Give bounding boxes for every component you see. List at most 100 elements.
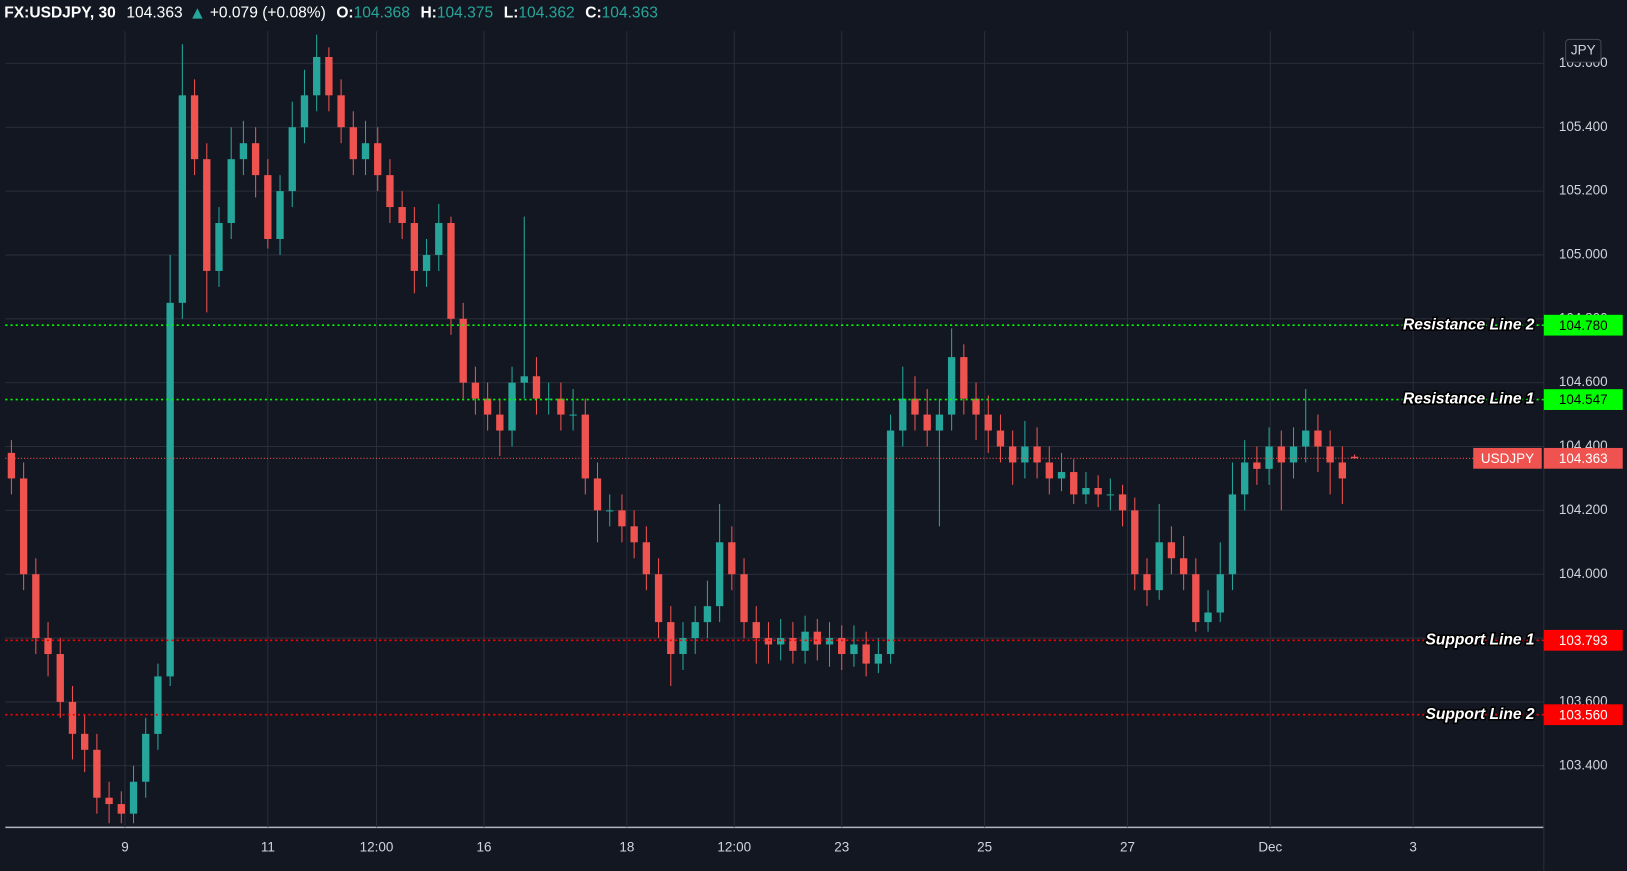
candle-body [1350, 456, 1359, 459]
candle-body [1277, 446, 1285, 463]
candle-body [899, 398, 907, 431]
candle-body [1143, 574, 1151, 591]
candle-body [215, 223, 223, 271]
y-tick-label: 105.200 [1559, 183, 1608, 198]
candle-body [520, 376, 528, 383]
candle-body [251, 143, 260, 176]
level-name: Resistance Line 2 [1403, 316, 1535, 333]
candle-body [203, 159, 211, 271]
x-tick-label: 23 [834, 840, 849, 855]
candle-body [44, 638, 52, 655]
candle-body [7, 452, 16, 479]
candle-body [288, 127, 296, 192]
candle-body [532, 376, 541, 399]
x-tick-label: 12:00 [717, 840, 751, 855]
candle-body [1033, 446, 1041, 463]
candle-body [81, 733, 89, 750]
candle-body [593, 478, 602, 511]
candle-body [1118, 494, 1127, 511]
candle-body [459, 318, 467, 383]
candle-body [1070, 472, 1078, 495]
x-tick-label: 27 [1120, 840, 1135, 855]
candle-body [545, 398, 553, 400]
level-name: Support Line 1 [1426, 631, 1535, 648]
open-label: O: [336, 5, 353, 22]
currency-box [1565, 38, 1602, 63]
high-value: 104.375 [437, 5, 493, 22]
candle-body [874, 654, 883, 664]
candle-body [435, 223, 443, 255]
level-name: Support Line 2 [1426, 706, 1535, 723]
candle-body [862, 644, 870, 664]
candle-body [1265, 446, 1273, 469]
candle-body [972, 398, 980, 415]
last-price: 104.363 [126, 5, 182, 22]
candle-body [838, 638, 846, 655]
candle-body [349, 127, 357, 160]
x-tick-label: 18 [619, 840, 634, 855]
y-tick-label: 104.600 [1559, 374, 1608, 389]
candle-body [227, 159, 235, 224]
candle-body [1216, 574, 1224, 613]
price-label: 104.363 [1559, 451, 1608, 466]
candle-body [777, 638, 785, 645]
level-box [1543, 389, 1623, 410]
candle-body [1302, 430, 1310, 447]
candle-body [117, 804, 125, 814]
candle-body [398, 207, 406, 224]
x-tick-label: 11 [261, 840, 275, 855]
candle-body [996, 430, 1005, 447]
candle-body [19, 478, 28, 575]
price-name-box [1473, 447, 1542, 469]
candle-body [178, 95, 187, 303]
y-tick-label: 104.000 [1559, 566, 1608, 581]
candle-body [947, 357, 956, 415]
x-tick-label: 25 [977, 840, 992, 855]
candle-body [569, 414, 577, 416]
candle-body [276, 191, 284, 239]
level-name: Resistance Line 1 [1403, 391, 1534, 408]
x-tick-label: 16 [476, 840, 491, 855]
currency: JPY [1571, 42, 1596, 57]
candle-body [752, 622, 760, 639]
candle-body [1326, 446, 1334, 463]
level-label: 103.793 [1559, 633, 1608, 648]
candle-body [1338, 462, 1347, 479]
candle-body [1094, 488, 1102, 495]
candle-body [496, 414, 504, 431]
candle-body [1314, 430, 1322, 447]
candle-body [1179, 558, 1188, 575]
candle-body [190, 95, 199, 160]
candle-body [56, 654, 64, 702]
x-tick-label: 3 [1409, 840, 1417, 855]
candle-body [361, 143, 370, 160]
candle-body [337, 95, 345, 128]
change: +0.079 (+0.08%) [210, 5, 326, 22]
candle-body [630, 526, 638, 543]
candle-body [667, 622, 675, 655]
candle-body [1253, 462, 1261, 469]
candle-body [154, 676, 162, 734]
y-tick-label: 105.400 [1559, 119, 1608, 134]
candle-body [557, 398, 565, 415]
candle-body [764, 638, 773, 645]
level-label: 104.547 [1559, 392, 1608, 407]
grid: 103.400103.600103.800104.000104.200104.4… [5, 31, 1608, 855]
close-value: 104.363 [602, 5, 658, 22]
candle-body [68, 701, 77, 734]
candle-body [984, 414, 992, 431]
header: FX:USDJPY, 30 104.363 +0.079 (+0.08%) O:… [4, 5, 658, 22]
candle-body [715, 542, 724, 607]
candle-body [642, 542, 651, 575]
up-arrow [192, 8, 203, 19]
candle-body [142, 733, 150, 782]
candle-body [410, 223, 419, 271]
x-tick-label: 9 [121, 840, 129, 855]
candle-body [1021, 446, 1029, 463]
candle-body [618, 510, 626, 527]
candle-body [960, 357, 968, 399]
low-value: 104.362 [518, 5, 574, 22]
close-label: C: [585, 5, 601, 22]
